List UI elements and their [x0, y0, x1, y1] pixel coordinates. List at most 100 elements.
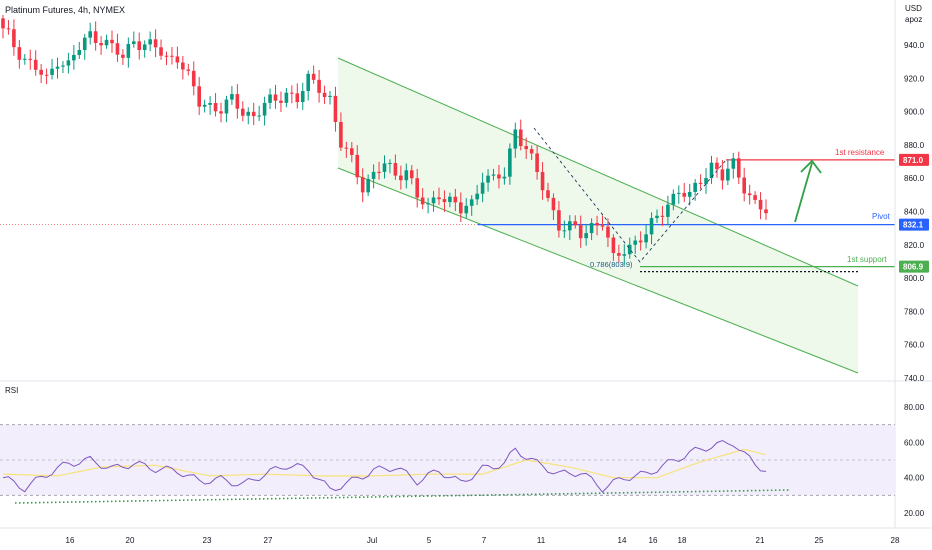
candle-body — [82, 37, 87, 51]
candle-body — [295, 93, 300, 103]
support-label: 1st support — [847, 255, 887, 264]
candle-body — [202, 104, 207, 107]
candle-body — [153, 39, 158, 48]
candle-body — [584, 233, 588, 239]
time-tick-label: 16 — [649, 536, 658, 545]
time-tick-label: 16 — [66, 536, 75, 545]
candle-body — [475, 193, 479, 200]
rsi-title: RSI — [5, 386, 18, 395]
candle-body — [508, 148, 512, 177]
candle-body — [480, 182, 485, 194]
candle-body — [6, 28, 11, 30]
time-tick-label: 7 — [482, 536, 487, 545]
time-tick-label: 21 — [756, 536, 765, 545]
candle-body — [753, 195, 757, 200]
candle-body — [562, 230, 567, 232]
candle-body — [437, 197, 441, 200]
candle-body — [459, 202, 463, 214]
price-tick-label: 760.0 — [904, 341, 925, 350]
candle-body — [600, 225, 605, 227]
candle-body — [306, 73, 310, 92]
candle-body — [317, 79, 321, 93]
candle-body — [186, 69, 191, 71]
candle-body — [578, 225, 583, 239]
candle-body — [132, 41, 136, 45]
candle-body — [339, 122, 343, 148]
candle-body — [311, 73, 316, 80]
candle-body — [377, 171, 381, 173]
support-badge — [899, 260, 929, 273]
rsi-axis[interactable]: 80.00 60.00 40.00 20.00 — [904, 403, 925, 518]
candle-body — [61, 65, 65, 67]
time-axis[interactable]: 16 20 23 27 Jul 5 7 11 14 16 18 21 25 28 — [66, 536, 900, 545]
candle-body — [431, 197, 436, 204]
candle-body — [273, 94, 278, 101]
candle-body — [382, 163, 387, 172]
fib-swing-lines — [533, 127, 727, 263]
candle-body — [328, 95, 332, 98]
candle-body — [469, 199, 474, 206]
price-tick-label: 900.0 — [904, 108, 925, 117]
candle-body — [491, 174, 496, 176]
price-tick-label: 920.0 — [904, 74, 925, 83]
scale-mode-label[interactable]: apoz — [905, 15, 922, 24]
candle-body — [159, 47, 163, 56]
candle-body — [535, 153, 539, 172]
candle-body — [66, 60, 71, 66]
time-tick-label: 20 — [126, 536, 135, 545]
candle-body — [518, 129, 523, 147]
candle-body — [99, 43, 103, 46]
candle-body — [28, 58, 33, 60]
candle-body — [529, 149, 534, 154]
candle-body — [126, 44, 131, 58]
candle-body — [546, 190, 550, 198]
candle-body — [355, 154, 360, 178]
candle-body — [404, 170, 409, 181]
candle-body — [279, 100, 283, 103]
projection-arrow-shaft — [794, 162, 813, 223]
pivot-label: Pivot — [872, 212, 891, 221]
time-tick-label: 18 — [678, 536, 687, 545]
rsi-pane — [0, 424, 895, 504]
candle-body — [399, 175, 403, 181]
candle-body — [322, 92, 327, 98]
candle-body — [698, 182, 703, 184]
candle-body — [513, 129, 518, 149]
price-axis[interactable]: 940.0 920.0 900.0 880.0 860.0 840.0 820.0 800.0… — [899, 41, 929, 383]
candle-body — [224, 99, 229, 114]
candle-body — [622, 254, 627, 256]
rsi-trendline — [14, 489, 791, 504]
candle-body — [93, 31, 98, 44]
candle-body — [262, 102, 267, 116]
candle-body — [23, 58, 27, 60]
channel-fill — [338, 58, 858, 373]
rsi-tick-label: 80.00 — [904, 403, 925, 412]
candle-body — [502, 176, 507, 179]
candle-body — [121, 54, 125, 58]
candle-body — [142, 44, 147, 51]
candle-body — [671, 193, 676, 205]
resistance-badge-value: 871.0 — [903, 156, 924, 165]
rsi-tick-label: 60.00 — [904, 438, 925, 447]
candle-body — [246, 111, 251, 116]
support-badge-value: 806.9 — [903, 263, 924, 272]
annotations: 0.786(803.9) 1st resistance Pivot 1st suppo… — [533, 127, 891, 269]
candle-body — [589, 223, 594, 234]
candle-body — [595, 223, 599, 226]
candle-body — [175, 56, 180, 63]
candle-body — [104, 39, 109, 46]
candle-body — [191, 70, 196, 87]
candle-body — [33, 59, 38, 70]
candle-body — [497, 174, 501, 179]
projection-arrow-head — [800, 159, 822, 174]
resistance-badge — [899, 153, 929, 166]
candle-body — [170, 55, 174, 57]
candle-body — [726, 168, 730, 181]
rsi-ma-line — [2, 448, 767, 479]
candle-body — [486, 175, 490, 183]
candle-body — [568, 221, 572, 231]
time-tick-label: 28 — [891, 536, 900, 545]
candle-body — [257, 115, 261, 117]
candle-body — [715, 162, 719, 170]
